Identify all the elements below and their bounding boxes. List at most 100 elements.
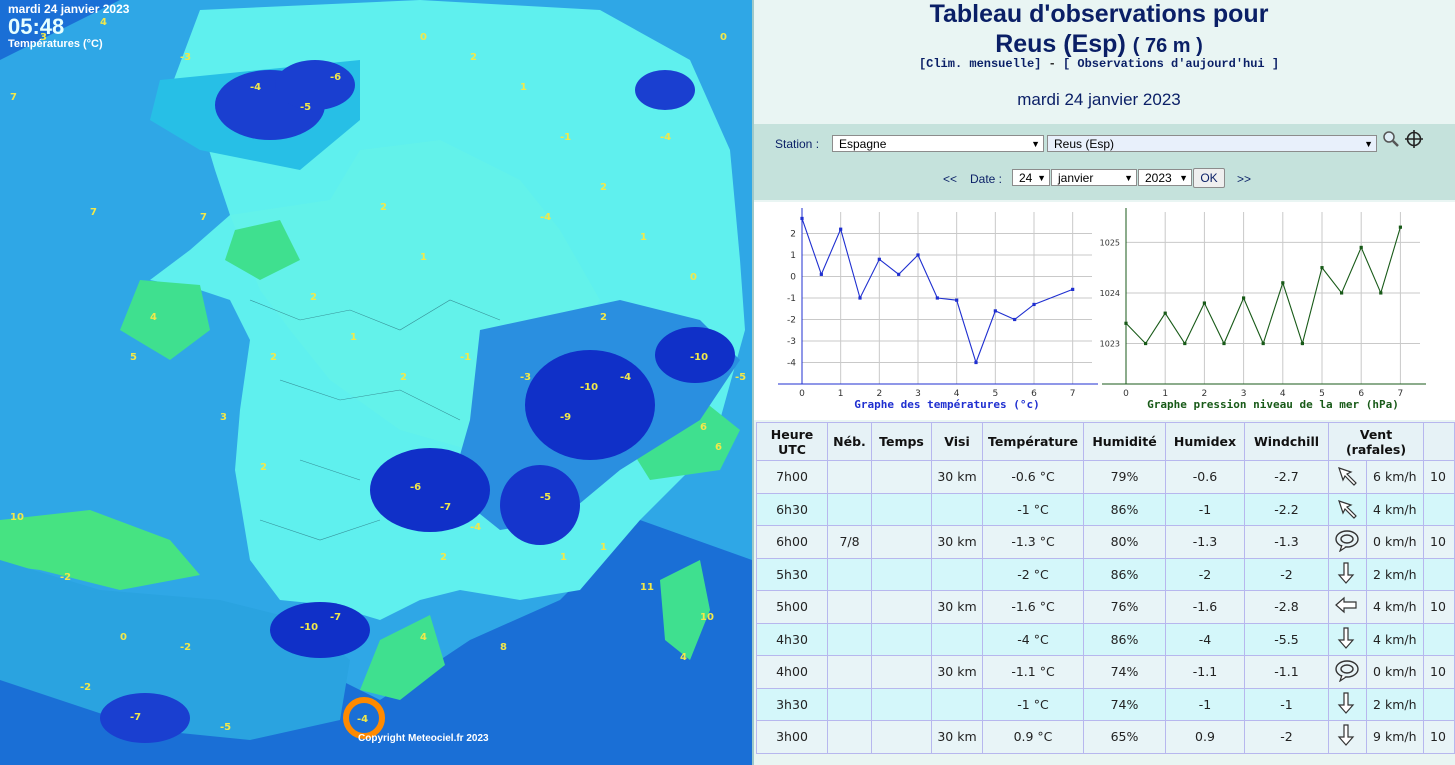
svg-text:2: 2 <box>440 552 447 563</box>
station-select[interactable]: Reus (Esp) ▼ <box>1047 135 1377 152</box>
magnifier-icon[interactable] <box>1382 130 1400 148</box>
cell-weather <box>871 492 932 526</box>
station-selector-bar: Station : Espagne ▼ Reus (Esp) ▼ << Date… <box>754 124 1455 200</box>
svg-text:2: 2 <box>380 202 387 213</box>
cell-cloud <box>827 720 872 754</box>
cell-humidity: 65% <box>1083 720 1166 754</box>
country-select[interactable]: Espagne ▼ <box>832 135 1044 152</box>
cell-wind-speed: 0 km/h <box>1365 525 1425 559</box>
header-humidex: Humidex <box>1165 422 1245 461</box>
date-title: mardi 24 janvier 2023 <box>1017 90 1181 109</box>
chevron-down-icon: ▼ <box>1124 173 1133 183</box>
crosshair-icon[interactable] <box>1404 129 1424 149</box>
chevron-down-icon: ▼ <box>1037 173 1046 183</box>
arrow-northwest-icon <box>1338 467 1358 487</box>
chart1-ytick: 1024 <box>1100 289 1120 298</box>
cell-extra <box>1423 687 1455 721</box>
svg-text:1: 1 <box>420 252 427 263</box>
month-select[interactable]: janvier ▼ <box>1051 169 1137 186</box>
link-separator: - <box>1041 57 1063 71</box>
cell-temperature: 0.9 °C <box>982 720 1084 754</box>
chart1-point <box>1144 341 1148 346</box>
cell-humidex: -1 <box>1165 492 1245 526</box>
svg-text:2: 2 <box>600 312 607 323</box>
cell-wind-speed: 4 km/h <box>1365 622 1425 656</box>
chart1-xtick: 6 <box>1358 389 1364 399</box>
cell-humidity: 79% <box>1083 460 1166 494</box>
cell-wind-speed: 4 km/h <box>1365 590 1425 624</box>
cell-temperature: -1.3 °C <box>982 525 1084 559</box>
svg-text:4: 4 <box>150 312 157 323</box>
header-cloud: Néb. <box>827 422 872 461</box>
svg-text:0: 0 <box>690 272 697 283</box>
cell-humidex: -2 <box>1165 557 1245 591</box>
header-extra <box>1423 422 1455 461</box>
temperature-map[interactable]: 3 4 -3 -4 -5 -6 0 2 1 -1 2 1 0 2 1 2 1 2 2 -1 -3 -10 -4… <box>0 0 752 765</box>
svg-text:-3: -3 <box>180 52 191 63</box>
chart0-xtick: 5 <box>992 389 998 399</box>
header-time: Heure UTC <box>756 422 828 461</box>
arrow-northwest-icon <box>1338 499 1358 519</box>
day-select[interactable]: 24 ▼ <box>1012 169 1050 186</box>
cell-wind-speed: 9 km/h <box>1365 720 1425 754</box>
date-label: Date : <box>970 172 1003 186</box>
svg-text:-2: -2 <box>80 682 91 693</box>
chevron-down-icon: ▼ <box>1364 139 1373 149</box>
cell-wind-direction <box>1328 557 1367 591</box>
chart0-ytick: -2 <box>787 316 796 326</box>
cell-time: 3h30 <box>756 687 828 721</box>
arrow-down-icon <box>1337 692 1355 714</box>
charts-area: 0 1 2 3 4 5 6 7 2 1 0 -1 -2 -3 -4 Graphe des températur… <box>754 202 1455 420</box>
header-visibility: Visi <box>931 422 983 461</box>
previous-day-link[interactable]: << <box>943 172 958 186</box>
cell-extra <box>1423 557 1455 591</box>
year-select[interactable]: 2023 ▼ <box>1138 169 1192 186</box>
cell-temperature: -4 °C <box>982 622 1084 656</box>
chart0-point <box>1032 302 1036 307</box>
station-title: Reus (Esp) ( 76 m ) <box>754 30 1444 59</box>
link-today-observations[interactable]: [ Observations d'aujourd'hui ] <box>1062 57 1280 71</box>
svg-text:0: 0 <box>420 32 427 43</box>
svg-text:-2: -2 <box>180 642 191 653</box>
chart1-point <box>1281 281 1285 285</box>
svg-text:2: 2 <box>600 182 607 193</box>
cell-wind-speed: 2 km/h <box>1365 687 1425 721</box>
link-monthly-climate[interactable]: [Clim. mensuelle] <box>918 57 1042 71</box>
chart1-ytick: 1025 <box>1100 238 1120 247</box>
chart0-ytick: -4 <box>787 359 796 369</box>
svg-text:-2: -2 <box>60 572 71 583</box>
chart1-point <box>1320 266 1324 270</box>
cell-wind-speed: 6 km/h <box>1365 460 1425 494</box>
cell-cloud <box>827 622 872 656</box>
cell-humidex: -0.6 <box>1165 460 1245 494</box>
charts-svg: 0 1 2 3 4 5 6 7 2 1 0 -1 -2 -3 -4 Graphe des températur… <box>778 208 1426 411</box>
cell-cloud <box>827 655 872 689</box>
svg-text:1: 1 <box>640 232 647 243</box>
svg-text:-4: -4 <box>250 82 261 93</box>
svg-text:11: 11 <box>640 582 654 593</box>
cell-weather <box>871 687 932 721</box>
svg-text:2: 2 <box>310 292 317 303</box>
table-header-row: Heure UTC Néb. Temps Visi Température Humidit… <box>756 422 1455 461</box>
cell-visibility: 30 km <box>931 460 983 494</box>
next-day-link[interactable]: >> <box>1237 172 1252 186</box>
chart0-point <box>800 216 804 221</box>
svg-text:1: 1 <box>350 332 357 343</box>
chart0-point <box>839 227 843 231</box>
ok-button[interactable]: OK <box>1193 168 1225 188</box>
station-name: Reus (Esp) <box>995 30 1126 58</box>
cell-cloud <box>827 460 872 494</box>
cell-humidity: 74% <box>1083 655 1166 689</box>
cell-weather <box>871 622 932 656</box>
cell-wind-direction <box>1328 687 1367 721</box>
chart0-point <box>916 253 920 257</box>
svg-text:-4: -4 <box>470 522 481 533</box>
chart0-xtick: 0 <box>799 389 805 399</box>
cell-humidity: 86% <box>1083 622 1166 656</box>
cell-cloud <box>827 687 872 721</box>
chevron-down-icon: ▼ <box>1031 139 1040 149</box>
cell-time: 4h00 <box>756 655 828 689</box>
chart0-point <box>897 272 901 276</box>
svg-text:-6: -6 <box>410 482 421 493</box>
chart0-xtick: 4 <box>954 389 960 399</box>
